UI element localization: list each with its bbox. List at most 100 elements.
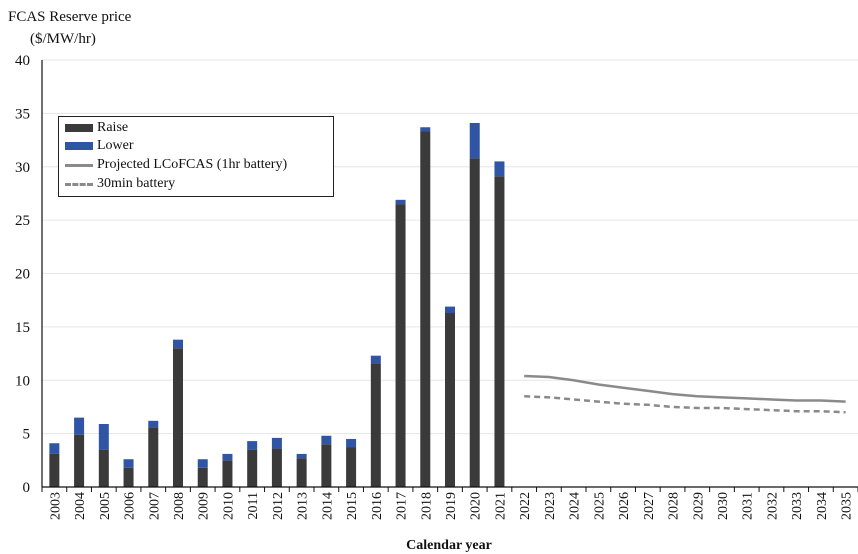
bar-lower <box>370 355 381 364</box>
legend-item-30min: 30min battery <box>65 175 175 193</box>
y-tick-label: 30 <box>15 160 30 176</box>
line-30min-battery <box>524 395 846 414</box>
bar-lower <box>98 424 109 450</box>
legend-item-lower: Lower <box>65 137 134 155</box>
bar-lower <box>222 453 233 461</box>
y-tick-label: 35 <box>15 106 30 122</box>
bar-raise <box>296 458 307 487</box>
x-tick-label: 2021 <box>493 492 508 520</box>
x-tick-label: 2028 <box>667 492 682 520</box>
x-tick-label: 2009 <box>197 492 212 520</box>
x-tick-label: 2026 <box>617 492 632 520</box>
bar-raise <box>74 434 85 487</box>
x-tick-label: 2011 <box>246 492 261 519</box>
bar-raise <box>494 176 505 488</box>
legend-label-30min: 30min battery <box>97 176 176 191</box>
bar-raise <box>346 447 357 487</box>
line-marks <box>524 374 846 414</box>
legend-label-lower: Lower <box>97 138 134 153</box>
x-tick-label: 2022 <box>518 492 533 520</box>
x-tick-label: 2030 <box>716 492 731 520</box>
bar-lower <box>123 459 134 468</box>
bar-raise <box>98 449 109 487</box>
bar-raise <box>123 467 134 487</box>
bar-lower <box>321 435 332 445</box>
bar-raise <box>173 348 183 487</box>
x-tick-label: 2019 <box>444 492 459 520</box>
x-tick-label: 2035 <box>840 492 855 520</box>
x-tick-label: 2010 <box>221 492 236 520</box>
x-tick-label: 2007 <box>147 492 162 520</box>
bar-raise <box>469 158 480 487</box>
x-tick-label: 2015 <box>345 492 360 520</box>
line-projected-lcofcas <box>524 374 846 403</box>
y-tick-label: 40 <box>15 53 30 69</box>
x-tick-label: 2017 <box>395 492 410 520</box>
bar-raise <box>445 312 455 487</box>
x-tick-label: 2033 <box>790 492 805 520</box>
bar-raise <box>197 467 208 487</box>
x-tick-label: 2025 <box>592 492 607 520</box>
bar-lower <box>395 199 406 205</box>
bar-lower <box>148 420 159 428</box>
bar-marks <box>49 122 505 488</box>
bar-raise <box>395 204 406 488</box>
bar-lower <box>74 417 85 435</box>
legend-swatch-projected <box>65 163 93 167</box>
legend-label-projected: Projected LCoFCAS (1hr battery) <box>97 157 288 172</box>
y-tick-labels: 0 5 10 15 20 25 30 35 40 <box>15 53 30 496</box>
x-tick-label: 2027 <box>642 492 657 520</box>
bar-raise <box>247 449 258 487</box>
bar-raise <box>222 460 233 487</box>
y-tick-label: 15 <box>15 320 30 336</box>
bar-lower <box>271 437 282 449</box>
y-tick-label: 25 <box>15 213 30 229</box>
bar-lower <box>494 161 505 177</box>
bar-lower <box>173 339 183 349</box>
bar-lower <box>247 441 258 450</box>
y-axis-title-line2: ($/MW/hr) <box>30 31 96 47</box>
x-tick-label: 2012 <box>271 492 286 520</box>
x-tick-labels: 2003 2004 2005 2006 2007 2008 2009 2010 2011 2012… <box>48 492 854 520</box>
bar-lower <box>469 122 480 159</box>
legend-swatch-lower <box>65 142 93 150</box>
x-tick-label: 2031 <box>741 492 756 520</box>
bar-raise <box>370 363 381 487</box>
x-tick-label: 2008 <box>172 492 187 520</box>
x-tick-label: 2029 <box>691 492 706 520</box>
bar-raise <box>271 448 282 487</box>
bar-lower <box>420 127 431 132</box>
x-tick-label: 2013 <box>296 492 311 520</box>
x-tick-label: 2014 <box>320 492 335 520</box>
bar-lower <box>49 443 60 454</box>
bar-raise <box>148 427 159 487</box>
x-axis-title: Calendar year <box>406 538 492 553</box>
x-tick-label: 2003 <box>48 492 63 520</box>
legend-label-raise: Raise <box>97 120 129 135</box>
legend-swatch-raise <box>65 124 93 132</box>
y-tick-label: 0 <box>23 480 31 496</box>
bar-raise <box>321 444 332 487</box>
legend: Raise Lower Projected LCoFCAS (1hr batte… <box>58 116 334 197</box>
axes <box>41 60 858 492</box>
x-tick-label: 2034 <box>815 492 830 520</box>
y-axis-title-line1: FCAS Reserve price <box>8 9 132 25</box>
y-tick-label: 10 <box>15 373 30 389</box>
legend-item-raise: Raise <box>65 119 128 137</box>
x-tick-label: 2024 <box>568 492 583 520</box>
y-tick-label: 20 <box>15 267 30 283</box>
x-tick-label: 2016 <box>370 492 385 520</box>
y-tick-label: 5 <box>23 427 31 443</box>
x-tick-label: 2004 <box>73 492 88 520</box>
x-tick-label: 2020 <box>469 492 484 520</box>
legend-item-projected: Projected LCoFCAS (1hr battery) <box>65 156 287 174</box>
bar-lower <box>197 459 208 468</box>
bar-lower <box>296 453 307 459</box>
x-tick-label: 2023 <box>543 492 558 520</box>
x-tick-label: 2005 <box>98 492 113 520</box>
bar-lower <box>445 306 455 313</box>
x-tick-label: 2018 <box>419 492 434 520</box>
legend-swatch-30min <box>65 182 93 186</box>
x-tick-label: 2032 <box>765 492 780 520</box>
bar-lower <box>346 438 357 448</box>
